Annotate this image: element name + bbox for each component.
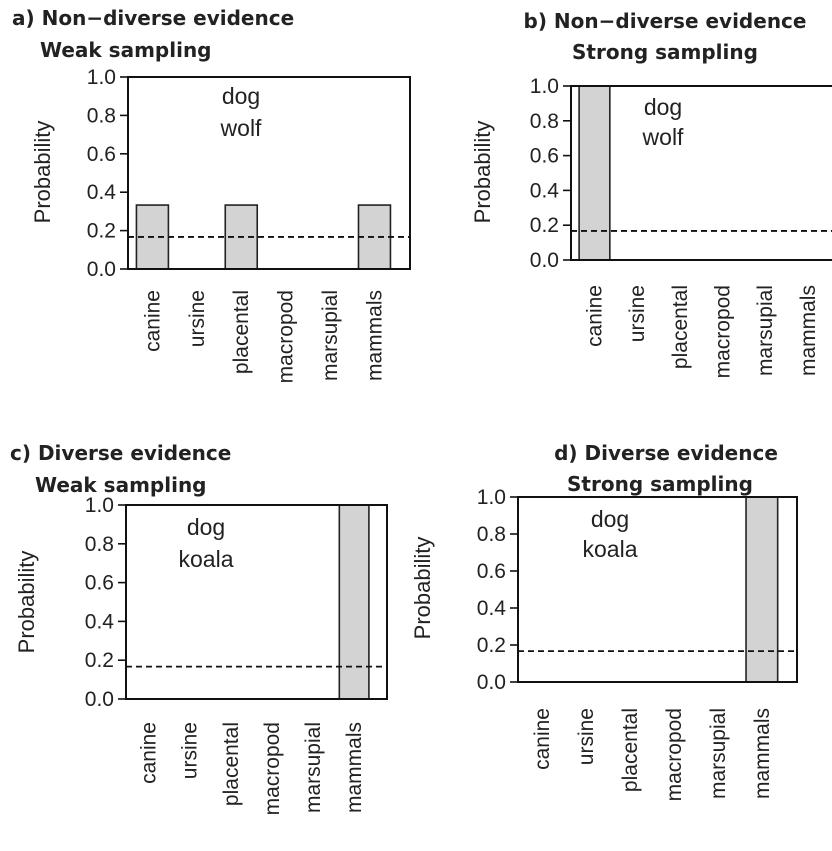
category-label-canine: canine: [141, 290, 164, 352]
y-tick-label: 1.0: [87, 66, 116, 89]
annotation-wolf: wolf: [220, 115, 263, 141]
y-axis-label: Probability: [470, 121, 495, 224]
annotation-koala: koala: [583, 536, 638, 562]
y-tick-label: 1.0: [530, 75, 559, 98]
y-tick-label: 0.0: [85, 688, 114, 711]
panel-title: b) Non−diverse evidence: [524, 9, 807, 33]
y-tick-label: 0.6: [530, 145, 559, 168]
category-label-macropod: macropod: [712, 285, 735, 378]
category-label-marsupial: marsupial: [707, 708, 730, 799]
panel-subtitle: Strong sampling: [572, 40, 758, 64]
panel-title: c) Diverse evidence: [10, 441, 231, 465]
y-tick-label: 0.4: [530, 179, 560, 202]
y-tick-label: 0.8: [530, 110, 559, 133]
panel-b: b) Non−diverse evidence Strong sampling 0.…: [470, 9, 832, 378]
bar-mammals: [745, 496, 779, 683]
bar-mammals: [338, 504, 370, 700]
y-tick-label: 0.6: [85, 572, 114, 595]
category-label-macropod: macropod: [663, 708, 686, 801]
category-label-macropod: macropod: [275, 290, 298, 383]
panel-d: d) Diverse evidence Strong sampling 0.0 0.2…: [410, 441, 798, 801]
category-label-ursine: ursine: [626, 285, 649, 342]
y-tick-label: 0.2: [87, 220, 116, 243]
y-tick-label: 0.4: [87, 181, 117, 204]
category-label-canine: canine: [583, 285, 606, 347]
plot-frame: [517, 496, 798, 683]
panel-a: a) Non−diverse evidence Weak sampling 0.0 0…: [12, 6, 411, 383]
annotation-dog: dog: [591, 506, 629, 532]
category-label-mammals: mammals: [751, 708, 774, 799]
y-tick-label: 0.8: [85, 533, 114, 556]
bar-canine: [578, 85, 611, 261]
category-label-placental: placental: [619, 708, 642, 792]
category-label-ursine: ursine: [179, 722, 202, 779]
panel-subtitle: Weak sampling: [35, 473, 207, 497]
panel-title: d) Diverse evidence: [554, 441, 778, 465]
category-label-placental: placental: [220, 722, 243, 806]
y-axis-label: Probability: [30, 121, 55, 224]
category-label-marsupial: marsupial: [754, 285, 777, 376]
y-tick-label: 0.2: [85, 649, 114, 672]
annotation-dog: dog: [187, 514, 225, 540]
y-tick-label: 0.4: [477, 597, 507, 620]
plot-frame: [570, 85, 832, 261]
category-label-mammals: mammals: [797, 285, 820, 376]
y-tick-label: 0.0: [87, 258, 116, 281]
y-tick-label: 0.6: [87, 143, 116, 166]
y-tick-label: 0.6: [477, 560, 506, 583]
annotation-wolf: wolf: [642, 124, 685, 150]
y-tick-label: 1.0: [477, 486, 506, 509]
category-label-placental: placental: [230, 290, 253, 374]
panel-subtitle: Strong sampling: [567, 472, 753, 496]
category-label-marsupial: marsupial: [302, 722, 325, 813]
category-label-placental: placental: [669, 285, 692, 369]
category-label-ursine: ursine: [186, 290, 209, 347]
annotation-dog: dog: [644, 94, 682, 120]
category-label-mammals: mammals: [363, 290, 386, 381]
panel-c: c) Diverse evidence Weak sampling 0.0 0.2 0.…: [10, 441, 388, 815]
annotation-koala: koala: [179, 546, 234, 572]
plot-frame: [127, 76, 411, 270]
y-tick-label: 0.2: [530, 214, 559, 237]
y-tick-label: 0.0: [530, 249, 559, 272]
y-tick-label: 0.0: [477, 671, 506, 694]
category-label-mammals: mammals: [343, 722, 366, 813]
category-label-canine: canine: [531, 708, 554, 770]
plot-frame: [125, 504, 388, 700]
panel-subtitle: Weak sampling: [40, 38, 212, 62]
y-axis-label: Probability: [410, 537, 435, 640]
category-label-macropod: macropod: [261, 722, 284, 815]
annotation-dog: dog: [222, 83, 260, 109]
y-tick-label: 0.8: [87, 104, 116, 127]
y-tick-label: 1.0: [85, 494, 114, 517]
y-tick-label: 0.2: [477, 634, 506, 657]
category-label-canine: canine: [138, 722, 161, 784]
y-tick-label: 0.8: [477, 523, 506, 546]
category-label-marsupial: marsupial: [319, 290, 342, 381]
category-label-ursine: ursine: [575, 708, 598, 765]
y-tick-label: 0.4: [85, 610, 115, 633]
y-axis-label: Probability: [14, 551, 39, 654]
panel-title: a) Non−diverse evidence: [12, 6, 294, 30]
